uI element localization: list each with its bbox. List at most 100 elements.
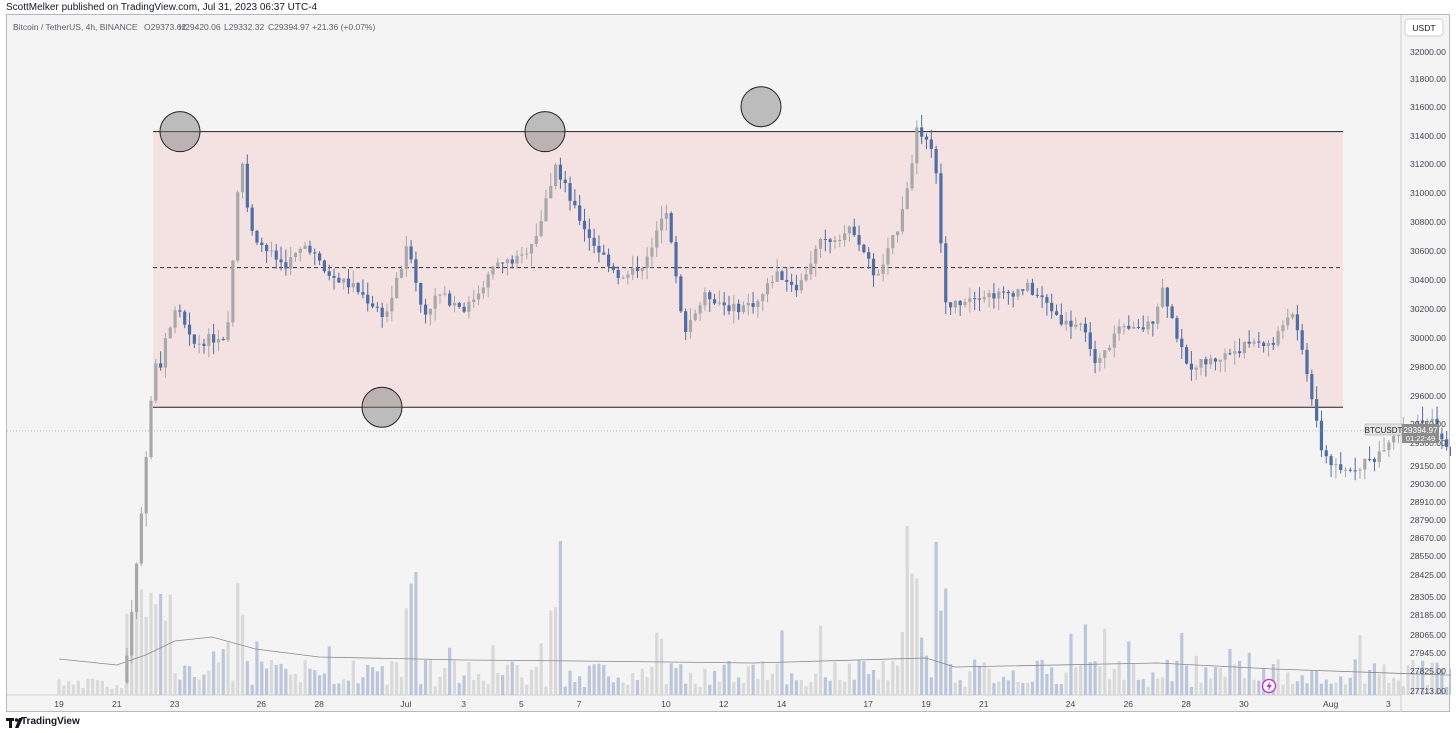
ohlc-close: C29394.97 <box>268 22 310 32</box>
volume-bar <box>1045 673 1049 695</box>
candle-body <box>886 248 890 265</box>
candle-body <box>1001 291 1006 293</box>
volume-bar <box>1189 686 1193 695</box>
chart-canvas[interactable]: 32000.00 31800.00 31600.00 31400.00 31200.00… <box>7 15 1451 713</box>
ohlc-open: O29373.62 <box>144 22 186 32</box>
candle-body <box>1353 470 1357 472</box>
volume-bar <box>1334 682 1338 695</box>
candle-body <box>1054 311 1059 315</box>
candle-body <box>317 253 322 261</box>
candle-body <box>486 274 490 288</box>
volume-bar <box>260 661 264 695</box>
volume-bar <box>1103 628 1107 695</box>
candle-body <box>250 207 254 231</box>
volume-bar <box>337 683 341 695</box>
candle-body <box>708 292 712 300</box>
volume-bar <box>385 684 389 695</box>
candle-body <box>1223 353 1227 360</box>
candle-body <box>1107 347 1112 351</box>
candle-body <box>1343 469 1348 471</box>
currency-button[interactable]: USDT <box>1404 18 1444 37</box>
volume-bar <box>722 664 726 695</box>
candle-body <box>269 250 274 252</box>
candle-body <box>1290 314 1295 318</box>
volume-bar <box>944 588 948 695</box>
candle-body <box>1199 359 1203 368</box>
volume-bar <box>245 660 249 695</box>
volume-bar <box>1257 680 1261 695</box>
volume-bar <box>953 682 957 695</box>
volume-bar <box>419 684 423 695</box>
candle-body <box>746 303 750 306</box>
volume-bar <box>139 589 143 695</box>
volume-bar <box>452 660 457 695</box>
candle-body <box>375 306 379 308</box>
volume-bar <box>1310 671 1314 695</box>
candle-body <box>293 252 298 258</box>
candle-body <box>1006 291 1010 294</box>
candle-body <box>997 291 1001 299</box>
candle-body <box>404 246 408 269</box>
volume-bar <box>1387 682 1391 695</box>
volume-bar <box>159 594 163 695</box>
candle-body <box>361 292 365 295</box>
candle-body <box>842 233 847 241</box>
volume-bar <box>1098 666 1102 695</box>
candle-body <box>944 243 948 303</box>
candle-body <box>1242 341 1246 354</box>
candle-body <box>279 259 283 263</box>
volume-bar <box>1083 624 1088 695</box>
volume-bar <box>1382 664 1386 695</box>
volume-bar <box>1054 683 1059 695</box>
candle-body <box>1170 306 1174 319</box>
volume-bar <box>395 662 399 695</box>
candle-body <box>298 248 302 253</box>
y-tick-label: 30000.00 <box>1410 333 1446 343</box>
candle-body <box>409 246 413 260</box>
volume-bar <box>828 680 832 695</box>
volume-bar <box>737 677 741 695</box>
volume-bar <box>332 684 336 695</box>
candle-body <box>154 363 158 401</box>
candle-body <box>775 271 779 282</box>
candle-body <box>163 338 168 368</box>
candle-body <box>1165 287 1169 307</box>
volume-bar <box>380 666 384 695</box>
candle-body <box>558 164 563 180</box>
volume-bar <box>1074 667 1078 695</box>
volume-bar <box>708 684 712 695</box>
volume-bar <box>67 681 71 695</box>
volume-bar <box>361 677 365 695</box>
chart-frame[interactable]: 32000.00 31800.00 31600.00 31400.00 31200.00… <box>6 14 1451 713</box>
candle-body <box>515 255 519 264</box>
candle-body <box>327 271 331 276</box>
y-tick-label: 28550.00 <box>1410 551 1446 561</box>
volume-bar <box>756 678 760 695</box>
volume-bar <box>486 684 490 695</box>
volume-bar <box>1165 659 1169 695</box>
y-tick-label: 29800.00 <box>1410 362 1446 372</box>
volume-bar <box>1184 665 1189 695</box>
volume-bar <box>1088 662 1092 695</box>
candle-body <box>231 260 235 323</box>
volume-bar <box>308 668 312 695</box>
volume-bar <box>1006 680 1010 695</box>
volume-bar <box>915 578 919 695</box>
volume-bar <box>573 682 577 695</box>
volume-bar <box>1420 660 1425 695</box>
volume-bar <box>202 674 206 695</box>
countdown-text: 01:22:49 <box>1406 434 1436 443</box>
volume-bar <box>322 673 326 695</box>
touch-marker-circle <box>524 111 566 153</box>
touch-marker-circle <box>159 111 201 153</box>
candle-body <box>1194 367 1198 370</box>
candle-body <box>587 229 591 238</box>
volume-bar <box>173 673 177 695</box>
lightning-alert-icon[interactable] <box>1261 678 1277 694</box>
candle-body <box>876 273 880 276</box>
candle-body <box>337 277 341 283</box>
candle-body <box>183 311 187 325</box>
volume-bar <box>1440 668 1444 695</box>
volume-bar <box>423 660 428 695</box>
candle-body <box>1112 333 1116 348</box>
